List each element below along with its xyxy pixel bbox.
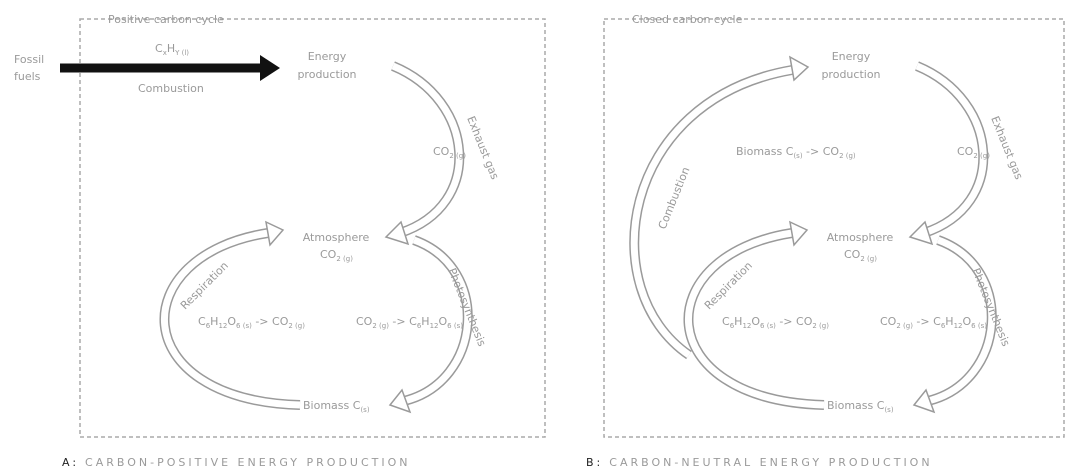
subscript: 6: [730, 322, 735, 330]
caption: B: CARBON-NEUTRAL ENERGY PRODUCTION: [586, 456, 933, 469]
energy-label: production: [821, 68, 880, 81]
atmosphere-label: Atmosphere: [303, 231, 370, 244]
caption: A: CARBON-POSITIVE ENERGY PRODUCTION: [62, 456, 411, 469]
subscript: 2 (g): [812, 322, 829, 330]
subscript: 6 (s): [760, 322, 776, 330]
caption-letter: B:: [586, 456, 603, 469]
formula-part: -> C: [389, 315, 417, 328]
caption-title: CARBON-POSITIVE ENERGY PRODUCTION: [85, 456, 410, 469]
photosynthesis-formula: CO2 (g) -> C6H12O6 (s): [880, 315, 987, 330]
formula-part: H: [421, 315, 429, 328]
formula-part: C: [155, 42, 163, 55]
formula-part: Biomass C: [827, 399, 885, 412]
exhaust-label: Exhaust gas: [988, 114, 1025, 181]
exhaust-label: Exhaust gas: [464, 114, 501, 181]
atmosphere-label: Atmosphere: [827, 231, 894, 244]
cycle-label: Positive carbon cycle: [108, 13, 224, 26]
fossil-arrow-head: [260, 55, 280, 81]
formula-part: CO: [880, 315, 897, 328]
panel-a-shapes: [60, 18, 546, 438]
respiration-formula: C6H12O6 (s) -> CO2 (g): [198, 315, 305, 330]
atmosphere-formula: CO2 (g): [320, 248, 353, 263]
formula-part: CO: [844, 248, 861, 261]
subscript: 12: [218, 322, 227, 330]
formula-part: O: [227, 315, 236, 328]
respiration-formula: C6H12O6 (s) -> CO2 (g): [722, 315, 829, 330]
subscript: Y (l): [174, 49, 189, 57]
subscript: 2 (g): [839, 152, 856, 160]
formula-part: CO: [320, 248, 337, 261]
formula-part: -> CO: [776, 315, 813, 328]
combustion-label: Combustion: [138, 82, 204, 95]
subscript: 2 (g): [860, 255, 877, 263]
subscript: x: [163, 49, 167, 57]
biomass-label: Biomass C(s): [827, 399, 894, 414]
subscript: 6 (s): [971, 322, 987, 330]
subscript: 2 (g): [288, 322, 305, 330]
subscript: 6: [941, 322, 946, 330]
formula-part: C: [722, 315, 730, 328]
formula-part: -> CO: [252, 315, 289, 328]
subscript: 2 (g): [449, 152, 466, 160]
subscript: (s): [884, 406, 893, 414]
formula-part: -> CO: [803, 145, 840, 158]
combustion-label: Combustion: [656, 165, 693, 231]
subscript: (s): [793, 152, 802, 160]
subscript: 12: [742, 322, 751, 330]
panel-box: [79, 18, 546, 438]
combustion-formula: Biomass C(s) -> CO2 (g): [736, 145, 856, 160]
fossil-fuels: Fossil: [14, 53, 44, 66]
cycle-label: Closed carbon cycle: [632, 13, 743, 26]
formula-part: CO: [356, 315, 373, 328]
formula-part: CO: [957, 145, 974, 158]
subscript: 12: [430, 322, 439, 330]
subscript: 2 (g): [336, 255, 353, 263]
formula-part: H: [210, 315, 218, 328]
subscript: 2 (g): [372, 322, 389, 330]
exhaust-formula: CO2 (g): [433, 145, 466, 160]
photosynthesis-formula: CO2 (g) -> C6H12O6 (s): [356, 315, 463, 330]
subscript: (s): [360, 406, 369, 414]
energy-label: production: [297, 68, 356, 81]
exhaust-formula: CO2 (g): [957, 145, 990, 160]
formula-part: CO: [433, 145, 450, 158]
subscript: 6: [206, 322, 211, 330]
atmosphere-formula: CO2 (g): [844, 248, 877, 263]
formula-part: O: [751, 315, 760, 328]
subscript: 12: [954, 322, 963, 330]
formula-part: H: [945, 315, 953, 328]
formula-part: Biomass C: [303, 399, 361, 412]
formula-part: H: [734, 315, 742, 328]
caption-title: CARBON-NEUTRAL ENERGY PRODUCTION: [609, 456, 932, 469]
biomass-label: Biomass C(s): [303, 399, 370, 414]
energy-label: Energy: [832, 50, 871, 63]
panel-b-shapes: [603, 18, 1065, 438]
caption-letter: A:: [62, 456, 79, 469]
formula-part: O: [438, 315, 447, 328]
subscript: 6 (s): [236, 322, 252, 330]
energy-label: Energy: [308, 50, 347, 63]
subscript: 6: [417, 322, 422, 330]
formula-part: Biomass C: [736, 145, 794, 158]
subscript: 6 (s): [447, 322, 463, 330]
subscript: 2 (g): [896, 322, 913, 330]
formula-part: H: [167, 42, 175, 55]
subscript: 2 (g): [973, 152, 990, 160]
formula-part: O: [962, 315, 971, 328]
formula-part: -> C: [913, 315, 941, 328]
panel-box: [603, 18, 1065, 438]
formula-part: C: [198, 315, 206, 328]
fuel-formula: CxHY (l): [155, 42, 189, 57]
fossil-fuels: fuels: [14, 70, 41, 83]
